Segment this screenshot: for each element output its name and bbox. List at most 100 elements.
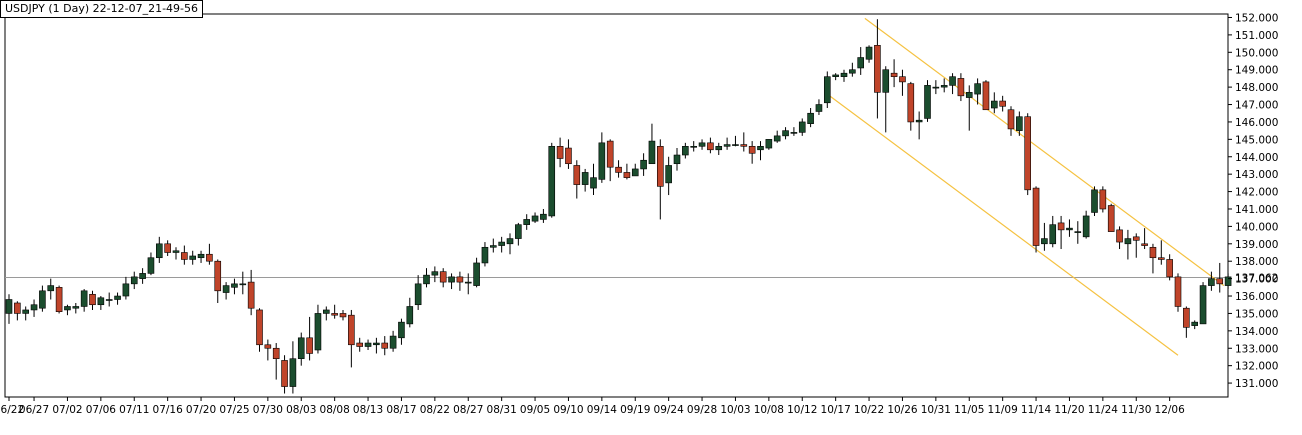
- candle-body: [523, 219, 531, 225]
- candle-body: [698, 142, 706, 147]
- candle-body: [114, 295, 121, 300]
- candle-body: [297, 337, 305, 359]
- x-tick-label: 10/17: [821, 404, 851, 416]
- y-tick-label: 139.000: [1235, 239, 1278, 251]
- candle-body: [1066, 227, 1073, 231]
- x-tick-label: 07/20: [186, 404, 216, 416]
- x-tick-label: 07/02: [52, 404, 82, 416]
- candle-body: [1149, 246, 1157, 259]
- y-tick-label: 137.000: [1235, 274, 1278, 286]
- candle-body: [1132, 236, 1140, 241]
- candle-body: [907, 83, 915, 123]
- candle-body: [489, 245, 497, 248]
- channel-line-lower: [826, 93, 1179, 356]
- x-tick-label: 07/11: [119, 404, 149, 416]
- candle-body: [306, 337, 313, 354]
- candle-body: [1099, 189, 1107, 210]
- candle-body: [506, 238, 514, 245]
- candle-body: [999, 100, 1006, 107]
- candle-body: [272, 347, 280, 360]
- candle-body: [197, 253, 205, 259]
- y-tick-label: 146.000: [1235, 117, 1278, 129]
- candle-body: [1141, 243, 1148, 246]
- x-tick-label: 11/24: [1088, 404, 1119, 416]
- candle-body: [865, 46, 873, 60]
- y-tick-label: 136.000: [1235, 291, 1278, 303]
- candle-body: [1049, 224, 1057, 245]
- candle-body: [389, 335, 397, 349]
- channel-line-upper: [864, 17, 1225, 287]
- y-tick-label: 149.000: [1235, 65, 1278, 77]
- x-tick-label: 08/27: [453, 404, 483, 416]
- candle-body: [222, 285, 230, 293]
- candle-body: [1041, 238, 1048, 245]
- x-tick-label: 09/05: [520, 404, 550, 416]
- candle-body: [1082, 215, 1090, 238]
- x-tick-label: 09/10: [553, 404, 583, 416]
- x-tick-label: 10/22: [854, 404, 884, 416]
- x-tick-label: 07/06: [86, 404, 117, 416]
- y-tick-label: 132.000: [1235, 361, 1278, 373]
- x-tick-label: 09/14: [587, 404, 618, 416]
- candle-body: [924, 85, 931, 119]
- candle-body: [782, 130, 789, 137]
- x-tick-label: 07/25: [219, 404, 249, 416]
- candle-body: [1191, 321, 1198, 326]
- candle-body: [80, 290, 88, 307]
- candle-body: [456, 276, 464, 283]
- candle-body: [715, 146, 723, 151]
- candle-body: [1116, 229, 1123, 243]
- candle-body: [615, 166, 622, 173]
- x-tick-label: 08/08: [320, 404, 350, 416]
- candle-body: [47, 285, 55, 292]
- candle-body: [231, 283, 238, 288]
- y-tick-label: 145.000: [1235, 134, 1278, 146]
- candle-body: [473, 262, 480, 286]
- x-tick-label: 07/16: [153, 404, 184, 416]
- x-tick-label: 08/17: [386, 404, 416, 416]
- y-tick-label: 142.000: [1235, 187, 1278, 199]
- candle-body: [748, 146, 756, 154]
- candle-body: [72, 306, 80, 309]
- candle-body: [314, 313, 322, 351]
- candle-body: [990, 100, 998, 109]
- candle-body: [857, 57, 865, 69]
- candle-body: [882, 69, 890, 93]
- candle-body: [356, 342, 364, 347]
- y-tick-label: 140.000: [1235, 221, 1278, 233]
- candle-body: [565, 147, 572, 165]
- candle-body: [656, 146, 664, 187]
- x-tick-label: 08/31: [487, 404, 517, 416]
- candle-body: [982, 81, 990, 111]
- candle-body: [723, 144, 731, 147]
- candle-body: [147, 257, 155, 274]
- candle-body: [707, 142, 714, 151]
- x-tick-label: 10/31: [921, 404, 951, 416]
- y-tick-label: 135.000: [1235, 308, 1278, 320]
- candle-body: [832, 74, 839, 77]
- x-tick-label: 08/13: [353, 404, 383, 416]
- candle-body: [798, 121, 806, 133]
- current-price-label: 137.062: [1235, 273, 1278, 285]
- candle-body: [348, 314, 355, 346]
- y-tick-label: 141.000: [1235, 204, 1278, 216]
- candle-body: [531, 215, 539, 222]
- chart-title: USDJPY (1 Day) 22-12-07_21-49-56: [0, 0, 204, 18]
- x-tick-label: 08/22: [420, 404, 450, 416]
- x-tick-label: 10/26: [887, 404, 918, 416]
- candle-body: [815, 104, 823, 112]
- candle-body: [1024, 116, 1031, 191]
- candle-body: [181, 252, 188, 260]
- x-tick-label: 09/24: [654, 404, 685, 416]
- candle-body: [1183, 307, 1190, 328]
- candle-body: [598, 142, 606, 180]
- candle-body: [164, 243, 171, 253]
- candle-body: [540, 213, 547, 220]
- candle-body: [765, 139, 773, 149]
- candle-body: [890, 72, 898, 77]
- y-tick-label: 148.000: [1235, 82, 1278, 94]
- x-tick-label: 08/03: [286, 404, 316, 416]
- candle-body: [39, 290, 46, 309]
- candle-body: [322, 309, 330, 314]
- y-tick-label: 152.000: [1235, 12, 1278, 24]
